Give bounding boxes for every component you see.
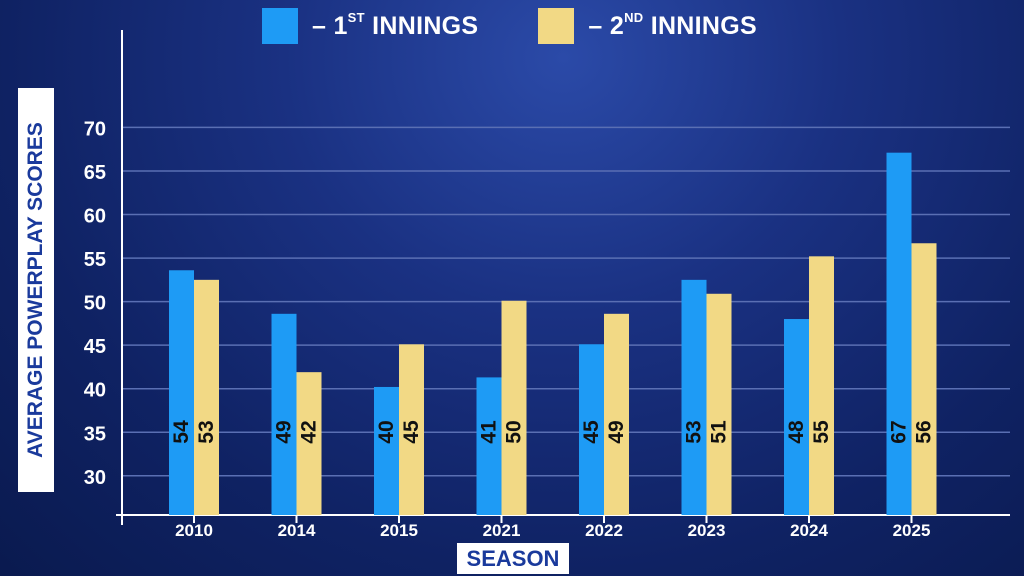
- y-tick-label: 65: [84, 162, 106, 184]
- legend: – 1ST INNINGS – 2ND INNINGS: [262, 8, 817, 44]
- data-label-second-2022: 49: [605, 420, 628, 443]
- bar-first-2025: [886, 152, 912, 515]
- bar-second-2023: [706, 293, 732, 515]
- bar-second-2010: [194, 279, 219, 515]
- bar-second-2022: [604, 313, 629, 515]
- y-tick-label: 40: [84, 380, 106, 402]
- x-tick-label-2014: 2014: [278, 521, 316, 540]
- bar-first-2010: [169, 270, 194, 515]
- bar-first-2024: [784, 319, 809, 515]
- y-tick-label: 55: [84, 249, 106, 271]
- y-tick-label: 70: [84, 118, 106, 140]
- x-tick-label-2010: 2010: [175, 521, 213, 540]
- data-label-first-2022: 45: [580, 420, 603, 444]
- x-tick-label-2021: 2021: [483, 521, 521, 540]
- data-label-second-2023: 51: [708, 420, 731, 444]
- data-label-second-2015: 45: [400, 420, 423, 444]
- x-axis-label: SEASON: [457, 543, 569, 574]
- data-label-second-2025: 56: [913, 420, 936, 443]
- x-tick-label-2015: 2015: [380, 521, 418, 540]
- x-tick-label-2025: 2025: [893, 521, 931, 540]
- data-label-second-2014: 42: [298, 420, 321, 443]
- y-tick-label: 30: [84, 467, 106, 489]
- x-tick-label-2024: 2024: [790, 521, 828, 540]
- data-label-first-2014: 49: [273, 420, 296, 443]
- legend-swatch-first: [262, 8, 298, 44]
- bar-first-2021: [476, 377, 502, 515]
- data-label-first-2023: 53: [683, 420, 706, 443]
- legend-label-first: – 1ST INNINGS: [312, 9, 479, 40]
- data-label-first-2021: 41: [478, 420, 501, 444]
- data-label-first-2010: 54: [170, 420, 193, 444]
- y-tick-label: 60: [84, 206, 106, 228]
- legend-item-second-innings: – 2ND INNINGS: [538, 8, 757, 44]
- bar-second-2025: [911, 243, 937, 516]
- bar-first-2014: [271, 313, 297, 515]
- y-axis-label: AVERAGE POWERPLAY SCORES: [18, 88, 54, 492]
- data-label-second-2010: 53: [195, 420, 218, 443]
- bar-first-2015: [374, 386, 399, 515]
- bar-second-2021: [501, 300, 527, 515]
- y-tick-label: 50: [84, 293, 106, 315]
- legend-item-first-innings: – 1ST INNINGS: [262, 8, 478, 44]
- bar-second-2014: [296, 372, 322, 515]
- legend-label-second: – 2ND INNINGS: [588, 9, 757, 40]
- bar-second-2015: [399, 344, 424, 515]
- data-label-first-2015: 40: [375, 420, 398, 443]
- bar-first-2023: [681, 279, 707, 515]
- y-tick-label: 45: [84, 336, 106, 358]
- x-tick-label-2022: 2022: [585, 521, 623, 540]
- y-tick-label: 35: [84, 423, 106, 445]
- x-tick-label-2023: 2023: [688, 521, 726, 540]
- data-label-first-2024: 48: [785, 420, 808, 444]
- data-label-first-2025: 67: [888, 420, 911, 443]
- data-label-second-2024: 55: [810, 420, 833, 444]
- data-label-second-2021: 50: [503, 420, 526, 443]
- bar-first-2022: [579, 344, 604, 515]
- legend-swatch-second: [538, 8, 575, 44]
- bar-second-2024: [809, 256, 834, 515]
